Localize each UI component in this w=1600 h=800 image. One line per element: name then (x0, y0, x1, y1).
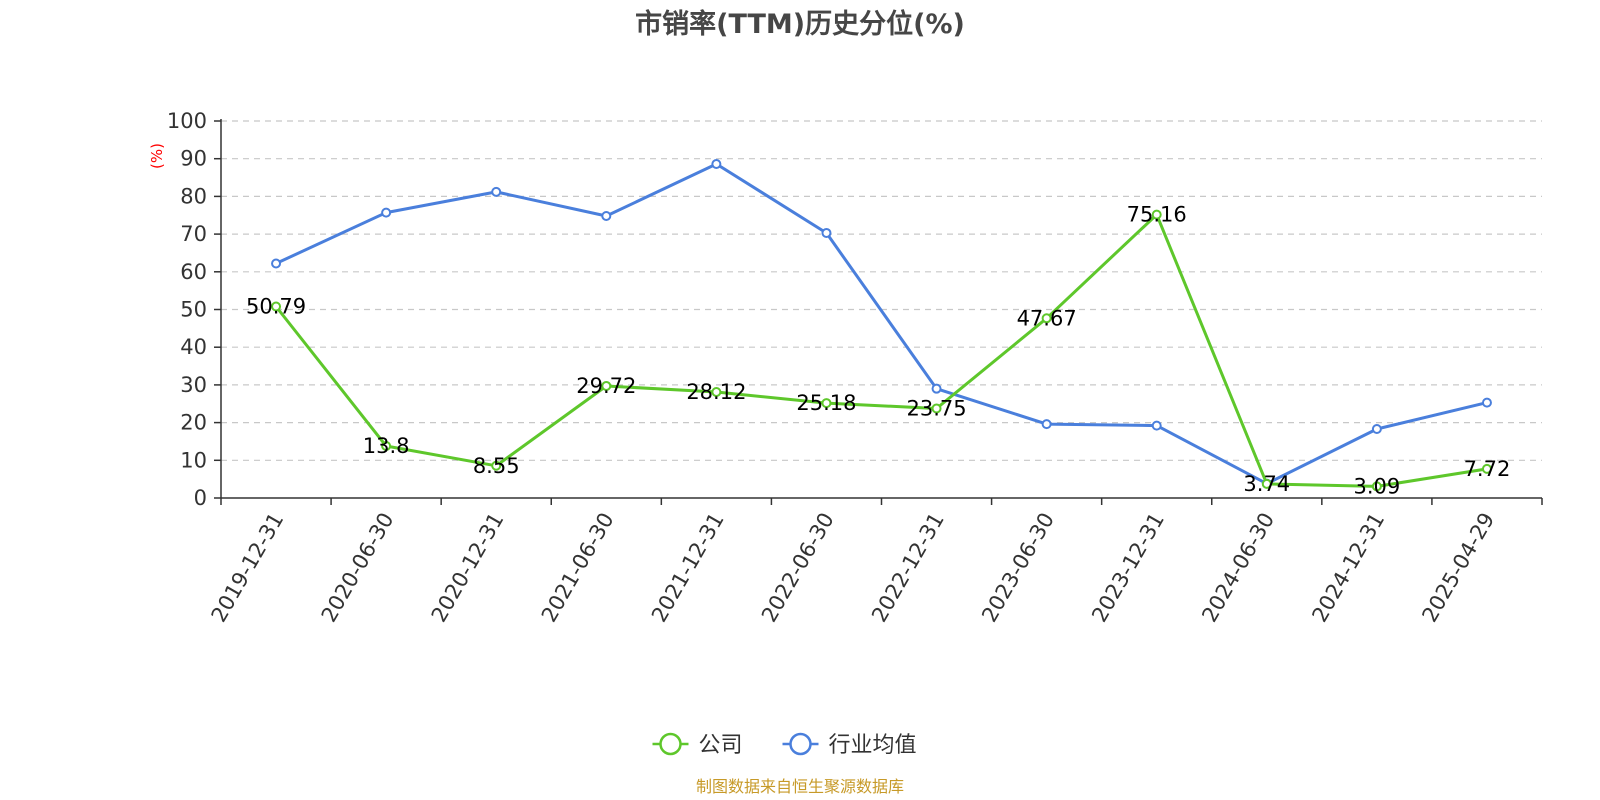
series-0-point-2024-06-30[interactable] (1261, 478, 1272, 489)
series-0-point-2023-06-30[interactable] (1041, 313, 1052, 324)
series-0-value-label-2022-06-30: 25.18 (796, 391, 856, 415)
series-lines (271, 158, 1492, 492)
source-note: 制图数据来自恒生聚源数据库 (696, 777, 904, 796)
series-0-line (274, 213, 1488, 488)
series-0-value-label-2020-06-30: 13.8 (363, 434, 410, 458)
series-1-point-2019-12-31[interactable] (271, 258, 282, 269)
y-tick-label-90: 90 (180, 147, 207, 171)
series-0-point-2019-12-31[interactable] (271, 301, 282, 312)
series-1-point-2025-04-29[interactable] (1481, 397, 1492, 408)
legend[interactable]: 公司 行业均值 (652, 732, 917, 758)
series-0-value-label-2024-06-30: 3.74 (1243, 472, 1290, 496)
series-0-value-label-2025-04-29: 7.72 (1464, 457, 1511, 481)
y-tick-label-70: 70 (180, 222, 207, 246)
x-tick-label-2023-12-31: 2023-12-31 (1087, 509, 1169, 627)
series-0-point-2021-06-30[interactable] (601, 380, 612, 391)
legend-label-0: 公司 (699, 733, 743, 758)
series-0-value-label-2021-12-31: 28.12 (686, 380, 746, 404)
y-tick-label-60: 60 (180, 260, 207, 284)
y-axis-label: (%) (148, 143, 166, 169)
x-tick-label-2021-06-30: 2021-06-30 (537, 509, 619, 627)
series-1-point-2022-06-30[interactable] (821, 227, 832, 238)
series-1-point-2021-06-30[interactable] (601, 211, 612, 222)
y-tick-label-50: 50 (180, 298, 207, 322)
legend-marker-0 (659, 732, 682, 756)
series-0-value-label-2023-12-31: 75.16 (1127, 203, 1187, 227)
x-tick-label-2019-12-31: 2019-12-31 (207, 509, 289, 627)
series-0-value-label-2023-06-30: 47.67 (1017, 306, 1077, 330)
series-1-point-2024-12-31[interactable] (1371, 424, 1382, 435)
x-tick-label-2023-06-30: 2023-06-30 (977, 509, 1059, 627)
series-1-point-2021-12-31[interactable] (711, 158, 722, 169)
series-0-point-2022-06-30[interactable] (821, 398, 832, 409)
series-0-value-label-2024-12-31: 3.09 (1353, 474, 1400, 498)
y-tick-label-40: 40 (180, 335, 207, 359)
series-0-point-2023-12-31[interactable] (1151, 209, 1162, 220)
x-tick-label-2022-06-30: 2022-06-30 (757, 509, 839, 627)
series-0-point-2021-12-31[interactable] (711, 386, 722, 397)
series-0-value-label-2020-12-31: 8.55 (473, 454, 520, 478)
series-0-point-2020-06-30[interactable] (381, 440, 392, 451)
grid-lines (221, 120, 1542, 461)
y-tick-label-80: 80 (180, 184, 207, 208)
series-0-value-label-2021-06-30: 29.72 (576, 374, 636, 398)
chart-title: 市销率(TTM)历史分位(%) (635, 8, 965, 40)
series-1-point-2023-06-30[interactable] (1041, 419, 1052, 430)
series-0-point-2020-12-31[interactable] (491, 460, 502, 471)
x-tick-label-2021-12-31: 2021-12-31 (647, 509, 729, 627)
y-tick-label-20: 20 (180, 411, 207, 435)
series-1-point-2022-12-31[interactable] (931, 383, 942, 394)
data-labels: 50.79 13.8 8.55 29.72 28.12 25.18 23.75 47.67 75… (246, 203, 1510, 499)
series-0-point-2022-12-31[interactable] (931, 403, 942, 414)
x-tick-label-2022-12-31: 2022-12-31 (867, 509, 949, 627)
series-0-value-label-2019-12-31: 50.79 (246, 295, 306, 319)
legend-label-1: 行业均值 (829, 733, 917, 758)
x-tick-label-2024-12-31: 2024-12-31 (1307, 509, 1389, 627)
y-tick-label-0: 0 (194, 486, 207, 510)
x-tick-label-2024-06-30: 2024-06-30 (1197, 509, 1279, 627)
series-1-line (275, 162, 1488, 486)
axes: 0 10 20 30 40 50 60 70 80 90 100 2019-12-31 2020-06-… (167, 109, 1543, 627)
series-1-point-2020-06-30[interactable] (381, 207, 392, 218)
series-0-point-2025-04-29[interactable] (1481, 463, 1492, 474)
series-1-point-2020-12-31[interactable] (491, 186, 502, 197)
series-0-point-2024-12-31[interactable] (1371, 481, 1382, 492)
x-tick-label-2020-12-31: 2020-12-31 (427, 509, 509, 627)
y-tick-label-100: 100 (167, 109, 207, 133)
x-tick-label-2025-04-29: 2025-04-29 (1417, 509, 1499, 627)
y-tick-label-10: 10 (180, 448, 207, 472)
series-0-value-label-2022-12-31: 23.75 (906, 396, 966, 420)
y-tick-label-30: 30 (180, 373, 207, 397)
legend-marker-1 (789, 732, 812, 756)
legend-item-0[interactable]: 公司 (652, 732, 743, 758)
series-1-point-2023-12-31[interactable] (1151, 420, 1162, 431)
legend-item-1[interactable]: 行业均值 (782, 732, 917, 758)
x-tick-label-2020-06-30: 2020-06-30 (317, 509, 399, 627)
